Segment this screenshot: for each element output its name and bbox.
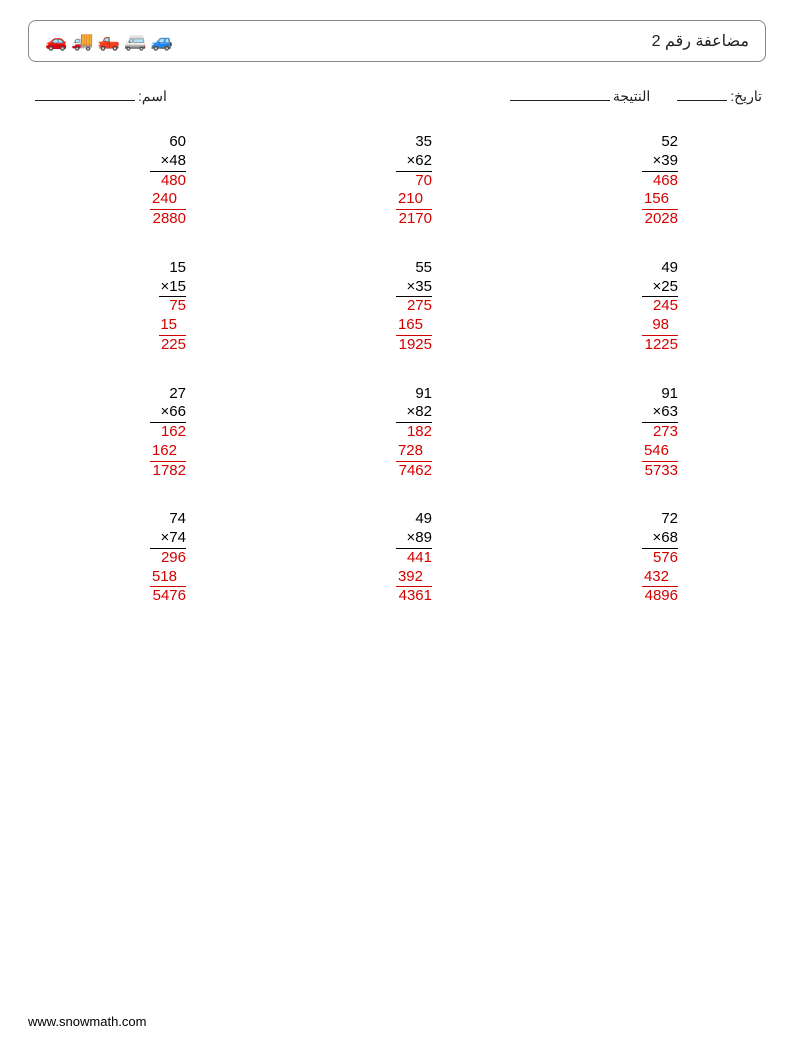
worksheet-header: 🚗 🚚 🛻 🚐 🚙 مضاعفة رقم 2 [28,20,766,62]
partial-2: 156 [642,190,678,209]
multiplication-problem: 49×25245981225 [608,259,678,355]
name-field: اسم: [32,86,167,105]
partial-2: 518 [150,568,186,587]
partial-2: 546 [642,442,678,461]
truck-icon: 🚚 [71,31,93,52]
info-line: اسم: النتيجة تاريخ: [28,86,766,105]
result-label: النتيجة [613,88,650,105]
partial-2: 240 [150,190,186,209]
partial-1: 273 [642,422,678,442]
partial-1: 182 [396,422,432,442]
multiplicand: 74 [150,510,186,529]
partial-2: 98 [642,316,678,335]
result-underline [510,86,610,101]
partial-2: 392 [396,568,432,587]
multiplier: ×74 [150,529,186,548]
multiplicand: 15 [159,259,186,278]
partial-1: 441 [396,548,432,568]
van-icon: 🚐 [124,31,146,52]
partial-2: 165 [396,316,432,335]
product: 4896 [642,586,678,606]
multiplicand: 52 [642,133,678,152]
problems-grid: 60×48480240288035×6270210217052×39468156… [28,133,766,606]
multiplication-problem: 91×821827287462 [362,385,432,481]
partial-2: 15 [159,316,186,335]
footer-url: www.snowmath.com [28,1014,146,1029]
name-label: اسم: [138,88,167,105]
product: 5733 [642,461,678,481]
product: 1225 [642,335,678,355]
multiplier: ×63 [642,403,678,422]
multiplicand: 35 [396,133,432,152]
partial-1: 162 [150,422,186,442]
car-icons: 🚗 🚚 🛻 🚐 🚙 [45,31,173,52]
multiplication-problem: 27×661621621782 [116,385,186,481]
partial-1: 480 [150,171,186,191]
multiplicand: 49 [396,510,432,529]
name-underline [35,86,135,101]
multiplier: ×89 [396,529,432,548]
product: 5476 [150,586,186,606]
product: 1782 [150,461,186,481]
partial-2: 728 [396,442,432,461]
date-label: تاريخ: [730,88,762,105]
partial-1: 75 [159,296,186,316]
multiplier: ×62 [396,152,432,171]
multiplication-problem: 60×484802402880 [116,133,186,229]
multiplicand: 55 [396,259,432,278]
multiplier: ×25 [642,278,678,297]
multiplication-problem: 15×157515225 [116,259,186,355]
partial-2: 432 [642,568,678,587]
multiplicand: 91 [642,385,678,404]
multiplier: ×66 [150,403,186,422]
partial-1: 275 [396,296,432,316]
multiplicand: 72 [642,510,678,529]
multiplication-problem: 35×62702102170 [362,133,432,229]
product: 1925 [396,335,432,355]
multiplication-problem: 74×742965185476 [116,510,186,606]
multiplicand: 60 [150,133,186,152]
multiplicand: 27 [150,385,186,404]
partial-1: 296 [150,548,186,568]
multiplier: ×35 [396,278,432,297]
multiplier: ×39 [642,152,678,171]
partial-2: 162 [150,442,186,461]
partial-1: 70 [396,171,432,191]
car-icon: 🚗 [45,31,67,52]
multiplier: ×15 [159,278,186,297]
product: 4361 [396,586,432,606]
result-field: النتيجة [507,86,650,105]
multiplication-problem: 72×685764324896 [608,510,678,606]
partial-1: 576 [642,548,678,568]
product: 2028 [642,209,678,229]
product: 225 [159,335,186,355]
pickup-icon: 🛻 [98,31,120,52]
multiplication-problem: 91×632735465733 [608,385,678,481]
date-underline [677,86,727,101]
multiplicand: 91 [396,385,432,404]
multiplier: ×48 [150,152,186,171]
multiplication-problem: 52×394681562028 [608,133,678,229]
partial-1: 468 [642,171,678,191]
partial-2: 210 [396,190,432,209]
multiplicand: 49 [642,259,678,278]
date-field: تاريخ: [674,86,762,105]
worksheet-title: مضاعفة رقم 2 [652,31,749,51]
product: 2170 [396,209,432,229]
multiplier: ×82 [396,403,432,422]
sedan-icon: 🚙 [151,31,173,52]
partial-1: 245 [642,296,678,316]
multiplication-problem: 55×352751651925 [362,259,432,355]
product: 2880 [150,209,186,229]
multiplier: ×68 [642,529,678,548]
multiplication-problem: 49×894413924361 [362,510,432,606]
product: 7462 [396,461,432,481]
